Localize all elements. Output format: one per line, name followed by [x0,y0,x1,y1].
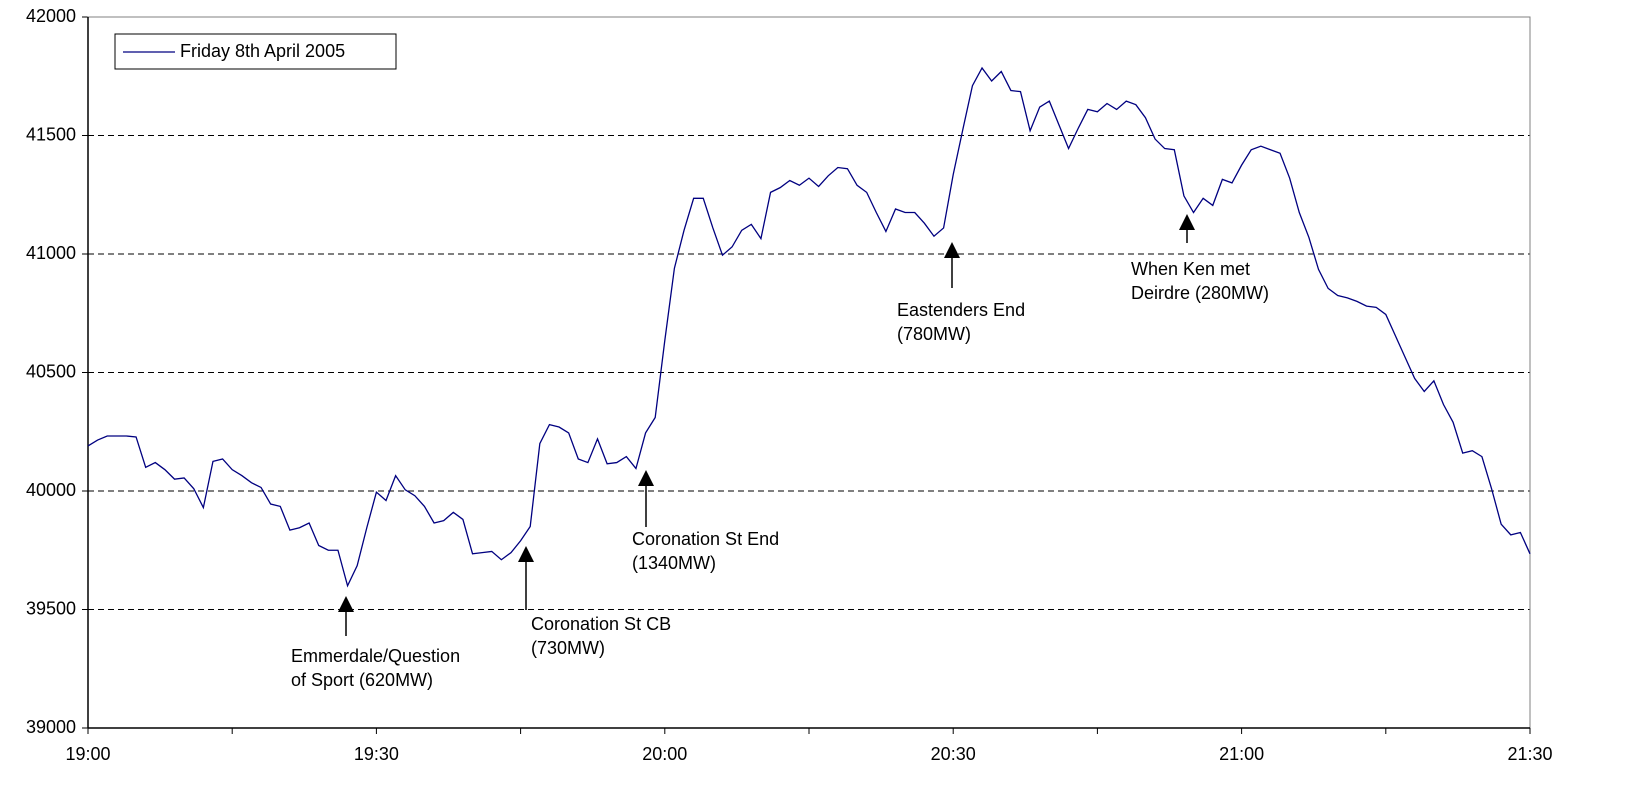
annotation: Emmerdale/Question of Sport (620MW) [291,596,460,690]
annotation-text: (1340MW) [632,553,716,573]
annotation-arrow-head [944,242,960,258]
y-tick-label: 41000 [26,243,76,263]
y-tick-label: 40000 [26,480,76,500]
y-tick-label: 42000 [26,6,76,26]
annotation-text: Coronation St CB [531,614,671,634]
annotation-arrow-head [338,596,354,612]
annotation-text: Coronation St End [632,529,779,549]
y-tick-label: 40500 [26,361,76,381]
x-tick-label: 21:30 [1507,744,1552,764]
annotation-text: Eastenders End [897,300,1025,320]
annotation: When Ken met Deirdre (280MW) [1131,214,1269,303]
y-tick-label: 39500 [26,598,76,618]
legend-label: Friday 8th April 2005 [180,41,345,61]
x-tick-label: 19:30 [354,744,399,764]
annotation-text: of Sport (620MW) [291,670,433,690]
x-tick-label: 20:30 [931,744,976,764]
annotation-arrow-head [1179,214,1195,230]
annotation-text: (730MW) [531,638,605,658]
series-line [87,66,1531,588]
annotation-arrow-head [518,546,534,562]
y-tick-label: 41500 [26,124,76,144]
annotation-text: When Ken met [1131,259,1250,279]
annotation-text: Deirdre (280MW) [1131,283,1269,303]
x-tick-label: 20:00 [642,744,687,764]
annotation-arrow-head [638,470,654,486]
x-tick-label: 19:00 [65,744,110,764]
legend: Friday 8th April 2005 [114,33,397,70]
annotation: Coronation St CB (730MW) [518,546,671,658]
x-tick-label: 21:00 [1219,744,1264,764]
annotation: Eastenders End (780MW) [897,242,1025,344]
annotation-text: (780MW) [897,324,971,344]
annotation: Coronation St End (1340MW) [632,470,779,573]
y-tick-label: 39000 [26,717,76,737]
annotation-text: Emmerdale/Question [291,646,460,666]
